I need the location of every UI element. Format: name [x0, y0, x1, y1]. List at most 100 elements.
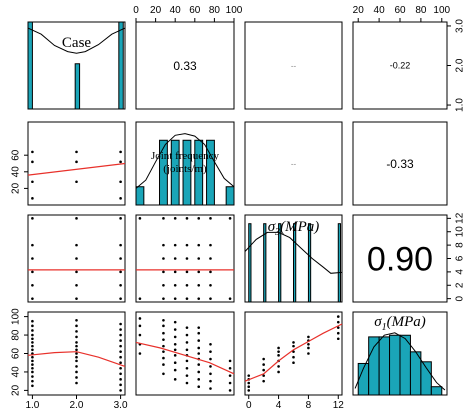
point-r2-c0-13: [119, 283, 122, 287]
point-r3-c2-26: [336, 337, 340, 341]
point-r2-c1-14: [185, 270, 189, 274]
point-r2-c0-17: [119, 217, 122, 220]
point-r1-c0-10: [119, 150, 122, 154]
point-r3-c2-16: [292, 361, 295, 365]
point-r3-c1-2: [138, 333, 142, 337]
point-r2-c1-32: [209, 217, 212, 220]
trend-line-r3-c1: [135, 341, 235, 375]
point-r3-c1-10: [162, 338, 165, 341]
histogram-bar-s1-7: [430, 386, 443, 396]
point-r3-c0-38: [119, 350, 122, 353]
point-r3-c1-19: [173, 342, 177, 346]
tick-label-top-jf-5: 100: [226, 5, 243, 16]
tick-label-bottom-case-1: 2.0: [70, 400, 84, 411]
point-r2-c0-15: [119, 257, 122, 260]
point-r3-c1-41: [197, 326, 201, 329]
point-r2-c1-3: [185, 297, 189, 300]
tick-label-left-jf-2: 60: [11, 149, 22, 161]
point-r3-c0-4: [31, 366, 34, 370]
point-r1-c0-3: [31, 150, 34, 154]
point-r3-c0-37: [119, 355, 122, 359]
panel-frame-r1-c0: [27, 121, 126, 206]
point-r3-c1-35: [197, 363, 201, 366]
point-r3-c0-33: [119, 378, 122, 381]
point-r3-c2-25: [307, 335, 310, 339]
tick-label-top-s1-4: 100: [433, 5, 450, 16]
point-r3-c2-20: [292, 341, 295, 344]
axis-right-case: 1.0 2.0 3.0: [447, 19, 466, 112]
point-r3-c0-23: [75, 352, 78, 355]
panel-frame-r1-c3: [352, 121, 448, 206]
point-r3-c1-25: [185, 366, 189, 370]
point-r2-c1-29: [173, 217, 177, 220]
point-r3-c2-14: [277, 350, 280, 353]
point-r2-c1-8: [173, 283, 177, 287]
point-r3-c1-31: [185, 326, 189, 329]
point-r3-c1-44: [209, 372, 212, 376]
point-r3-c1-8: [162, 350, 165, 353]
point-r2-c1-19: [185, 257, 189, 260]
point-r3-c0-6: [31, 359, 34, 363]
point-r3-c1-43: [209, 379, 212, 383]
variable-sublabel-jf: (joints/m): [163, 163, 207, 175]
histogram-bar-s3-1: [263, 223, 267, 303]
point-r3-c1-28: [185, 348, 189, 352]
point-r2-c1-9: [185, 283, 189, 287]
correlation-r0-c1: 0.33: [173, 59, 197, 73]
axis-bottom-case: 1.0 2.0 3.0: [25, 395, 128, 411]
point-r2-c0-8: [75, 270, 78, 274]
point-r1-c0-1: [31, 180, 34, 184]
point-r2-c1-28: [162, 217, 165, 220]
point-r3-c0-10: [31, 344, 34, 348]
scatter-panel-r3-c2: [244, 315, 343, 392]
trend-line-r3-c0: [27, 351, 126, 367]
point-r2-c0-6: [75, 297, 78, 300]
point-r3-c2-23: [307, 342, 310, 346]
axis-right-s3: 0 2 4 6 8 10 12: [447, 212, 466, 301]
tick-label-top-s1-1: 40: [374, 5, 386, 16]
point-r3-c0-0: [31, 384, 34, 388]
point-r2-c0-4: [31, 243, 34, 247]
point-r3-c0-36: [119, 361, 122, 365]
density-curve-jf: [135, 133, 235, 189]
tick-label-bottom-s3-2: 8: [306, 400, 312, 411]
point-r2-c1-4: [197, 297, 201, 300]
point-r2-c0-0: [31, 297, 34, 300]
point-r2-c1-12: [162, 270, 165, 274]
histogram-s3: [244, 223, 343, 303]
point-r3-c2-9: [262, 357, 265, 361]
point-r2-c0-14: [119, 270, 122, 274]
point-r3-c2-30: [336, 315, 340, 318]
density-curve-s3: [244, 231, 343, 274]
tick-label-right-s3-1: 2: [454, 282, 465, 288]
point-r3-c1-16: [173, 361, 177, 365]
point-r3-c0-22: [75, 355, 78, 359]
point-r2-c0-9: [75, 257, 78, 260]
point-r3-c2-28: [336, 326, 340, 329]
scatter-panel-r2-c0: [28, 217, 125, 300]
panel-frame-r1-c2: [244, 121, 343, 206]
tick-label-left-s1-2: 60: [11, 348, 22, 360]
tick-label-left-jf-1: 40: [11, 166, 22, 178]
point-r2-c0-10: [75, 243, 78, 247]
axis-left-s1: 20 40 60 80 100: [10, 308, 28, 396]
point-r3-c1-50: [228, 381, 232, 385]
point-r3-c1-4: [138, 317, 142, 320]
point-r3-c1-23: [185, 381, 189, 385]
point-r3-c2-6: [262, 374, 265, 377]
point-r2-c1-31: [197, 217, 201, 220]
histogram-bar-jf-4: [194, 139, 204, 206]
point-r3-c1-49: [228, 389, 232, 392]
axis-top-jf: 0 20 40 60 80 100: [133, 5, 243, 22]
point-r3-c0-13: [31, 333, 34, 337]
point-r2-c1-26: [209, 243, 212, 247]
histogram-bar-case-0: [27, 21, 33, 110]
tick-label-top-jf-2: 40: [170, 5, 182, 16]
point-r3-c1-6: [162, 363, 165, 366]
point-r2-c0-16: [119, 243, 122, 247]
correlation-r1-c2: --: [291, 159, 297, 168]
tick-label-left-s1-3: 80: [10, 329, 21, 341]
histogram-jf: [135, 133, 235, 206]
point-r2-c1-20: [197, 257, 201, 260]
point-r2-c1-7: [162, 283, 165, 287]
